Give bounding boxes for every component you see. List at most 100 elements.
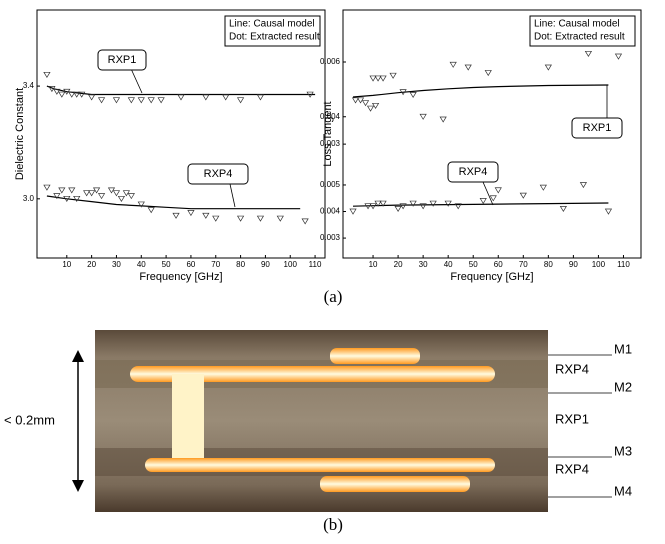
x-tick-label: 90 xyxy=(569,260,578,269)
y-tick-label: 3.0 xyxy=(23,194,35,203)
model-line xyxy=(46,195,301,210)
legend-box xyxy=(224,15,321,47)
y-tick-label: 0.004 xyxy=(320,207,341,216)
extracted-point xyxy=(366,105,375,112)
layer-label: M1 xyxy=(614,341,632,356)
extracted-point xyxy=(419,113,427,120)
plot-frame xyxy=(342,9,642,259)
x-tick-label: 80 xyxy=(236,260,245,269)
extracted-point xyxy=(399,89,407,96)
x-tick-label: 50 xyxy=(162,260,171,269)
y-tick-label: 3.4 xyxy=(23,81,35,90)
extracted-point xyxy=(371,102,380,109)
y-tick-label: 0.005 xyxy=(320,180,341,189)
x-tick-label: 10 xyxy=(62,260,71,269)
x-tick-label: 100 xyxy=(592,260,606,269)
extracted-point xyxy=(127,97,135,104)
extracted-point xyxy=(97,97,106,104)
extracted-point xyxy=(419,203,427,210)
x-tick-label: 30 xyxy=(419,260,428,269)
x-tick-label: 110 xyxy=(617,260,630,269)
extracted-point xyxy=(222,94,230,101)
extracted-point xyxy=(454,203,462,210)
extracted-point xyxy=(63,195,71,202)
extracted-point xyxy=(539,184,547,191)
extracted-point xyxy=(137,97,145,104)
extracted-point xyxy=(394,206,402,213)
x-tick-label: 10 xyxy=(369,260,378,269)
x-tick-label: 60 xyxy=(494,260,503,269)
extracted-point xyxy=(112,190,121,197)
extracted-point xyxy=(117,195,126,202)
extracted-point xyxy=(236,97,245,104)
callout-box xyxy=(97,49,147,71)
extracted-point xyxy=(127,193,135,200)
extracted-point xyxy=(584,50,593,57)
extracted-point xyxy=(306,91,314,98)
model-line xyxy=(46,85,316,96)
extracted-point xyxy=(43,184,51,191)
extracted-point xyxy=(409,92,417,99)
callout-label: RXP1 xyxy=(108,54,137,66)
extracted-point xyxy=(604,208,613,215)
legend-text: Dot: Extracted result xyxy=(534,32,625,43)
extracted-point xyxy=(88,94,96,101)
x-tick-label: 20 xyxy=(87,260,96,269)
layer-label: RXP4 xyxy=(555,461,589,476)
extracted-point xyxy=(236,215,245,222)
extracted-point xyxy=(256,94,265,101)
x-tick-label: 90 xyxy=(261,260,270,269)
extracted-point xyxy=(202,94,210,101)
extracted-point xyxy=(202,212,210,219)
x-tick-label: 40 xyxy=(444,260,453,269)
y-tick-label: 0.003 xyxy=(320,139,341,148)
extracted-point xyxy=(83,190,91,197)
x-tick-label: 30 xyxy=(112,260,121,269)
x-axis-title: Frequency [GHz] xyxy=(450,271,533,283)
x-tick-label: 40 xyxy=(137,260,146,269)
callout-box xyxy=(187,163,249,185)
callout-pointer xyxy=(229,183,236,208)
y-tick-label: 0.006 xyxy=(320,57,341,66)
panel-label: (a) xyxy=(324,287,343,306)
extracted-point xyxy=(58,187,66,194)
extracted-point xyxy=(439,116,447,123)
x-tick-label: 100 xyxy=(284,260,298,269)
extracted-point xyxy=(73,91,81,98)
extracted-point xyxy=(137,201,145,208)
model-line xyxy=(352,84,609,98)
extracted-point xyxy=(88,190,96,197)
extracted-point xyxy=(409,200,417,207)
callout-box xyxy=(447,161,499,183)
layer-label: M2 xyxy=(614,379,632,394)
extracted-point xyxy=(489,195,497,202)
extracted-point xyxy=(301,218,309,225)
x-tick-label: 20 xyxy=(394,260,403,269)
extracted-point xyxy=(256,215,265,222)
callout-label: RXP1 xyxy=(583,122,612,134)
extracted-point xyxy=(73,195,81,202)
callout-label: RXP4 xyxy=(204,168,233,180)
scale-label: < 0.2mm xyxy=(4,412,55,427)
panel-label: (b) xyxy=(323,515,343,534)
layer-label: M4 xyxy=(614,483,632,498)
model-line xyxy=(352,202,609,207)
extracted-point xyxy=(579,182,588,189)
extracted-point xyxy=(374,75,382,82)
extracted-point xyxy=(399,203,407,210)
layer-label: RXP4 xyxy=(555,361,589,376)
x-tick-label: 80 xyxy=(544,260,553,269)
extracted-point xyxy=(449,61,457,68)
extracted-point xyxy=(212,215,220,222)
extracted-point xyxy=(43,71,51,78)
extracted-point xyxy=(78,91,86,98)
x-tick-label: 70 xyxy=(211,260,220,269)
extracted-point xyxy=(389,72,397,79)
extracted-point xyxy=(444,200,452,207)
extracted-point xyxy=(369,203,377,210)
extracted-point xyxy=(68,187,76,194)
legend-box xyxy=(529,15,636,47)
legend-text: Dot: Extracted result xyxy=(229,32,320,43)
extracted-point xyxy=(157,97,165,104)
